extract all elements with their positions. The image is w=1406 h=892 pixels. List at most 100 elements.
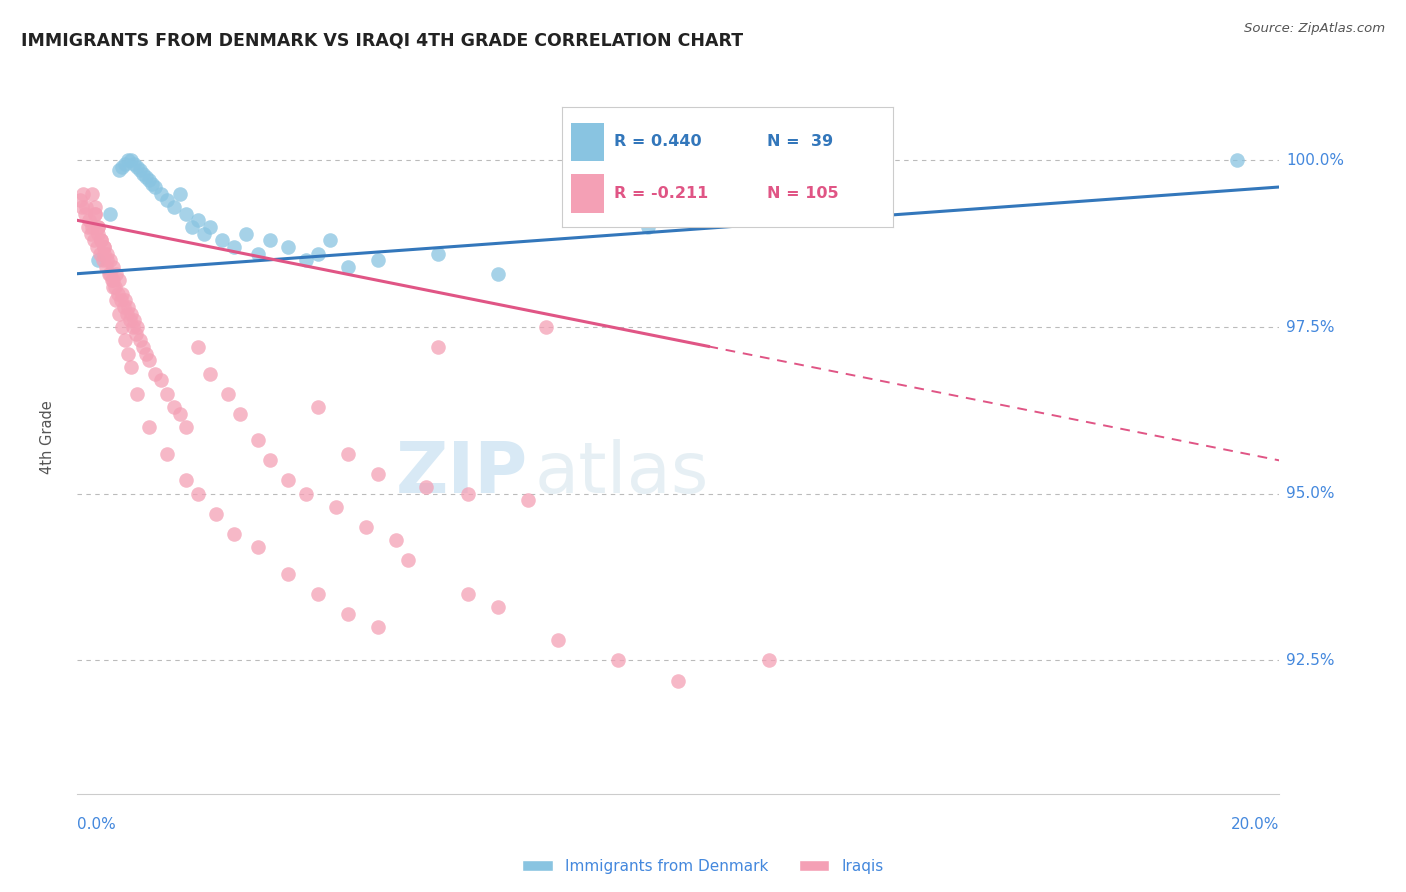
Point [117, 300, 139, 314]
Point [325, 500, 347, 515]
Text: 92.5%: 92.5% [1286, 653, 1334, 668]
Point [93, 246, 115, 260]
Point [96, 260, 118, 274]
Point [105, 267, 128, 281]
Point [156, 447, 179, 461]
Point [79, 213, 101, 227]
Point [457, 587, 479, 601]
Point [319, 233, 342, 247]
Point [367, 253, 389, 268]
Point [222, 526, 245, 541]
Point [277, 474, 299, 488]
Point [127, 320, 149, 334]
Point [103, 280, 125, 294]
Point [90, 233, 112, 247]
Point [367, 620, 389, 634]
Point [103, 260, 125, 274]
Point [86, 240, 108, 254]
Text: 100.0%: 100.0% [1286, 153, 1344, 168]
Point [75, 200, 97, 214]
FancyBboxPatch shape [571, 175, 603, 213]
Point [607, 653, 630, 667]
Text: R = -0.211: R = -0.211 [613, 186, 707, 202]
Point [105, 293, 128, 308]
Point [186, 213, 209, 227]
Text: Source: ZipAtlas.com: Source: ZipAtlas.com [1244, 22, 1385, 36]
Point [222, 240, 245, 254]
Point [124, 156, 146, 170]
Point [87, 227, 110, 241]
Point [108, 163, 131, 178]
Point [84, 200, 107, 214]
Point [93, 240, 115, 254]
Point [259, 233, 281, 247]
Point [129, 334, 152, 348]
Text: R = 0.440: R = 0.440 [613, 135, 702, 150]
Point [124, 313, 146, 327]
Point [101, 273, 124, 287]
Point [127, 386, 149, 401]
Point [108, 307, 131, 321]
Point [107, 286, 129, 301]
Point [132, 167, 155, 181]
Point [145, 180, 167, 194]
FancyBboxPatch shape [571, 123, 603, 161]
Point [120, 313, 142, 327]
Point [72, 186, 94, 201]
Point [132, 340, 155, 354]
Point [114, 293, 136, 308]
Point [100, 267, 122, 281]
Point [336, 607, 359, 621]
Point [135, 347, 157, 361]
Point [217, 386, 239, 401]
Point [198, 367, 221, 381]
Text: atlas: atlas [534, 439, 709, 508]
Point [114, 334, 136, 348]
Point [117, 347, 139, 361]
Point [186, 340, 209, 354]
Text: 97.5%: 97.5% [1286, 319, 1334, 334]
Point [121, 320, 143, 334]
Point [204, 507, 226, 521]
Point [156, 194, 179, 208]
Point [84, 207, 107, 221]
Point [111, 160, 134, 174]
Point [129, 163, 152, 178]
Point [100, 253, 122, 268]
Point [103, 273, 125, 287]
Point [162, 200, 184, 214]
Text: ZIP: ZIP [396, 439, 529, 508]
Point [336, 260, 359, 274]
Point [486, 600, 509, 615]
Point [96, 253, 118, 268]
Point [108, 273, 131, 287]
Point [79, 227, 101, 241]
Point [277, 240, 299, 254]
Point [246, 434, 269, 448]
Point [138, 353, 160, 368]
Point [112, 300, 135, 314]
Point [156, 386, 179, 401]
Point [104, 280, 127, 294]
Point [90, 233, 112, 247]
Point [117, 153, 139, 168]
Point [69, 194, 91, 208]
Text: 20.0%: 20.0% [1232, 817, 1279, 832]
Point [294, 487, 316, 501]
Point [150, 186, 173, 201]
Point [259, 453, 281, 467]
Point [228, 407, 250, 421]
Point [70, 200, 93, 214]
Point [97, 267, 120, 281]
Point [354, 520, 377, 534]
Point [336, 447, 359, 461]
Point [180, 219, 202, 234]
Point [517, 493, 540, 508]
Point [87, 219, 110, 234]
Point [96, 246, 118, 260]
Point [138, 420, 160, 434]
Point [135, 169, 157, 184]
Point [1226, 153, 1249, 168]
Point [87, 253, 110, 268]
Point [235, 227, 257, 241]
